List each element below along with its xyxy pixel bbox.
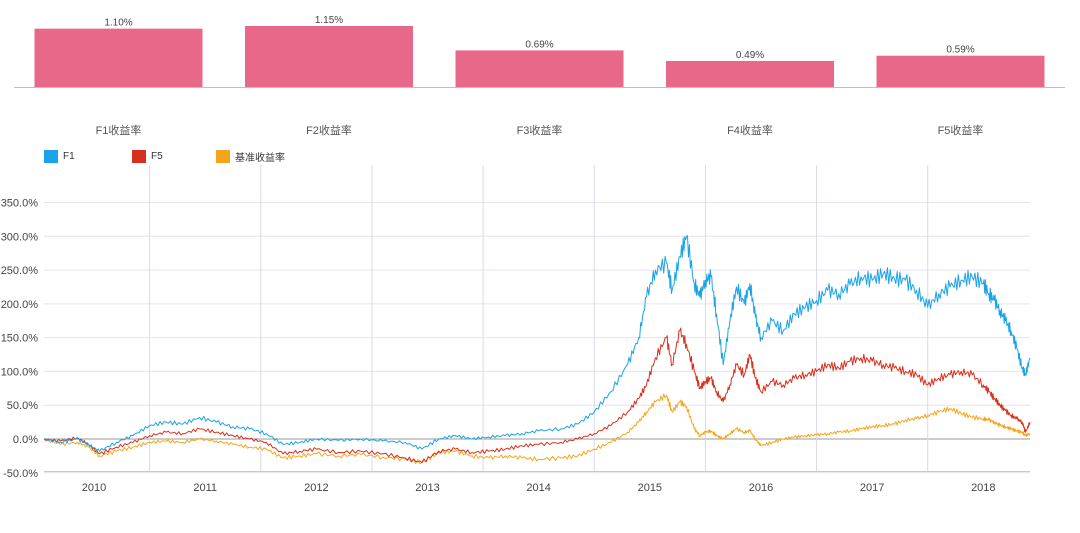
legend-label: F1 [63,150,75,162]
x-tick-label: 2017 [860,482,884,494]
x-tick-label: 2010 [82,482,106,494]
bar-value-label: 1.10% [104,18,132,29]
bar-value-label: 1.15% [315,15,343,26]
legend-label: 基准收益率 [235,152,285,164]
bar-value-label: 0.49% [736,50,764,61]
bar-value-label: 0.59% [946,45,974,56]
bar-category-label: F2收益率 [306,123,352,137]
series-line-F1 [43,235,1031,452]
x-tick-label: 2016 [749,482,773,494]
y-tick-label: 250.0% [1,265,39,277]
legend-swatch [132,149,146,163]
bar-category-label: F5收益率 [938,123,984,137]
y-tick-label: 150.0% [1,333,39,345]
line-chart: -50.0% 0.0% 50.0% 100.0% 150.0% 200.0% 250.0% 3… [1,165,1031,494]
bar-5 [876,55,1045,87]
x-tick-label: 2011 [193,482,217,494]
bar-1 [34,28,203,87]
legend-swatch [44,149,58,163]
y-tick-label: 300.0% [1,231,39,243]
x-tick-label: 2018 [971,482,995,494]
y-tick-label: 100.0% [1,366,39,378]
y-tick-label: 0.0% [13,434,38,446]
bar-4 [666,61,834,87]
legend-label: F5 [151,150,163,162]
y-tick-label: -50.0% [3,468,38,480]
series-line-F5 [43,327,1031,464]
series-line-基准收益率 [43,393,1031,465]
y-tick-label: 50.0% [7,400,38,412]
bar-category-label: F1收益率 [96,123,142,137]
legend-item[interactable]: F1 [44,149,132,163]
bar-category-label: F4收益率 [727,123,773,137]
legend-item[interactable]: F5 [132,149,216,163]
y-tick-label: 200.0% [1,299,39,311]
bar-2 [245,26,413,87]
x-tick-label: 2012 [304,482,328,494]
bar-value-label: 0.69% [525,39,553,50]
x-tick-label: 2013 [415,482,439,494]
plot-area [44,165,1030,471]
bar-3 [455,50,624,87]
legend-swatch [216,149,230,163]
bar-category-label: F3收益率 [517,123,563,137]
bar-chart: 1.10% F1收益率 1.15% F2收益率 0.69% F3收益率 0.49% F4收益率… [14,15,1065,137]
y-tick-label: 350.0% [1,198,39,210]
x-tick-label: 2014 [526,482,550,494]
line-chart-legend: F1 F5 基准收益率 [44,147,285,165]
x-tick-label: 2015 [638,482,662,494]
legend-item[interactable]: 基准收益率 [216,149,285,164]
